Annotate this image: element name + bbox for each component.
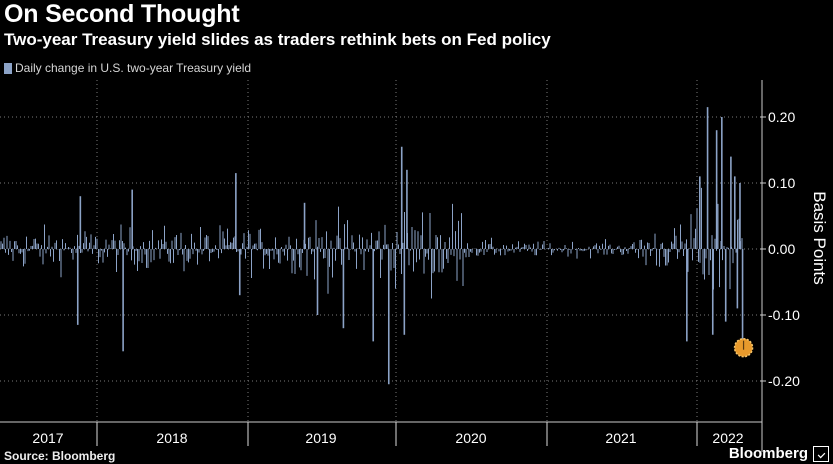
y-tick-label: 0.10	[768, 175, 795, 191]
bloomberg-terminal-icon	[813, 445, 829, 462]
source-note: Source: Bloomberg	[4, 449, 116, 463]
brand-name: Bloomberg	[728, 445, 808, 462]
x-tick-label: 2022	[712, 430, 743, 446]
x-tick-label: 2021	[605, 430, 636, 446]
x-tick-label: 2019	[305, 430, 336, 446]
y-tick-label: -0.20	[768, 373, 800, 389]
legend: Daily change in U.S. two-year Treasury y…	[4, 61, 251, 75]
legend-label: Daily change in U.S. two-year Treasury y…	[15, 61, 252, 75]
x-tick-label: 2017	[32, 430, 63, 446]
y-tick-label: 0.20	[768, 109, 795, 125]
brand-logo: Bloomberg	[729, 445, 829, 462]
x-tick-label: 2020	[455, 430, 486, 446]
y-axis-label: Basis Points	[810, 191, 829, 285]
y-tick-label: 0.00	[768, 241, 795, 257]
chart-title: On Second Thought	[4, 0, 240, 28]
y-tick-label: -0.10	[768, 307, 800, 323]
legend-swatch	[4, 62, 12, 74]
chart-subtitle: Two-year Treasury yield slides as trader…	[4, 30, 551, 49]
x-tick-label: 2018	[156, 430, 187, 446]
